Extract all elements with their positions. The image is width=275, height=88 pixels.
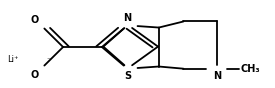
- Text: ⁻: ⁻: [46, 55, 50, 64]
- Text: S: S: [124, 71, 131, 81]
- Text: O: O: [30, 15, 38, 25]
- Text: Li⁺: Li⁺: [7, 55, 19, 64]
- Text: N: N: [213, 71, 221, 81]
- Text: N: N: [123, 13, 131, 23]
- Text: CH₃: CH₃: [240, 64, 260, 74]
- Text: O: O: [30, 70, 38, 80]
